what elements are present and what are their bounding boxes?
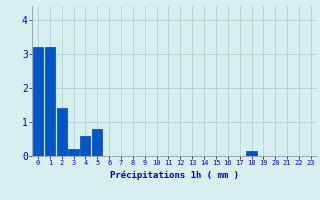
- Bar: [45, 47, 55, 156]
- Bar: [33, 47, 43, 156]
- X-axis label: Précipitations 1h ( mm ): Précipitations 1h ( mm ): [110, 170, 239, 180]
- Bar: [92, 129, 102, 156]
- Bar: [68, 149, 79, 156]
- Bar: [246, 151, 257, 156]
- Bar: [80, 136, 91, 156]
- Bar: [57, 108, 67, 156]
